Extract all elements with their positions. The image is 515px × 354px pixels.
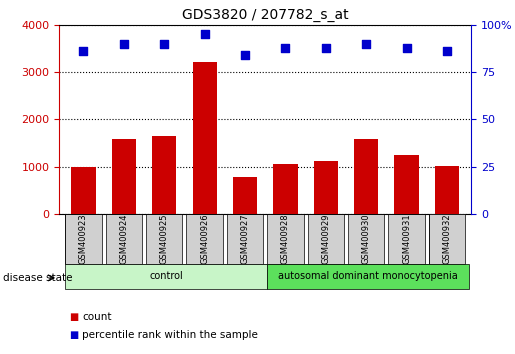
Text: GSM400925: GSM400925 — [160, 214, 169, 264]
Text: autosomal dominant monocytopenia: autosomal dominant monocytopenia — [278, 271, 458, 281]
Bar — [152, 136, 176, 214]
Bar — [65, 214, 429, 264]
Text: GSM400927: GSM400927 — [241, 213, 250, 264]
Text: GSM400931: GSM400931 — [402, 213, 411, 264]
Bar — [65, 264, 267, 289]
Text: GSM400923: GSM400923 — [79, 213, 88, 264]
Bar — [227, 214, 263, 264]
Text: GSM400930: GSM400930 — [362, 213, 371, 264]
Bar — [429, 214, 465, 264]
Bar — [267, 214, 304, 264]
Bar — [112, 139, 136, 214]
Point — [200, 32, 209, 37]
Point — [281, 45, 289, 50]
Text: ■: ■ — [70, 312, 79, 322]
Point — [403, 45, 411, 50]
Bar — [186, 214, 223, 264]
Bar — [146, 214, 182, 264]
Bar — [72, 167, 96, 214]
Bar — [435, 166, 459, 214]
Text: disease state: disease state — [3, 273, 72, 283]
Point — [119, 41, 128, 46]
Point — [443, 48, 451, 54]
Bar — [307, 214, 344, 264]
Text: GSM400929: GSM400929 — [321, 214, 330, 264]
Point — [241, 52, 249, 58]
Title: GDS3820 / 207782_s_at: GDS3820 / 207782_s_at — [182, 8, 349, 22]
Point — [79, 48, 88, 54]
Text: percentile rank within the sample: percentile rank within the sample — [82, 330, 259, 339]
Bar — [394, 154, 419, 214]
Bar — [193, 62, 217, 214]
Text: GSM400928: GSM400928 — [281, 213, 290, 264]
Bar — [106, 214, 142, 264]
Bar — [267, 264, 469, 289]
Bar — [65, 214, 101, 264]
Text: ■: ■ — [70, 330, 79, 339]
Text: GSM400926: GSM400926 — [200, 213, 209, 264]
Bar — [273, 164, 298, 214]
Point — [322, 45, 330, 50]
Text: GSM400924: GSM400924 — [119, 214, 128, 264]
Bar — [348, 214, 384, 264]
Text: GSM400932: GSM400932 — [442, 213, 452, 264]
Point — [160, 41, 168, 46]
Bar — [388, 214, 425, 264]
Bar — [354, 139, 379, 214]
Point — [362, 41, 370, 46]
Bar — [314, 161, 338, 214]
Text: count: count — [82, 312, 112, 322]
Text: control: control — [149, 271, 183, 281]
Bar — [233, 177, 257, 214]
